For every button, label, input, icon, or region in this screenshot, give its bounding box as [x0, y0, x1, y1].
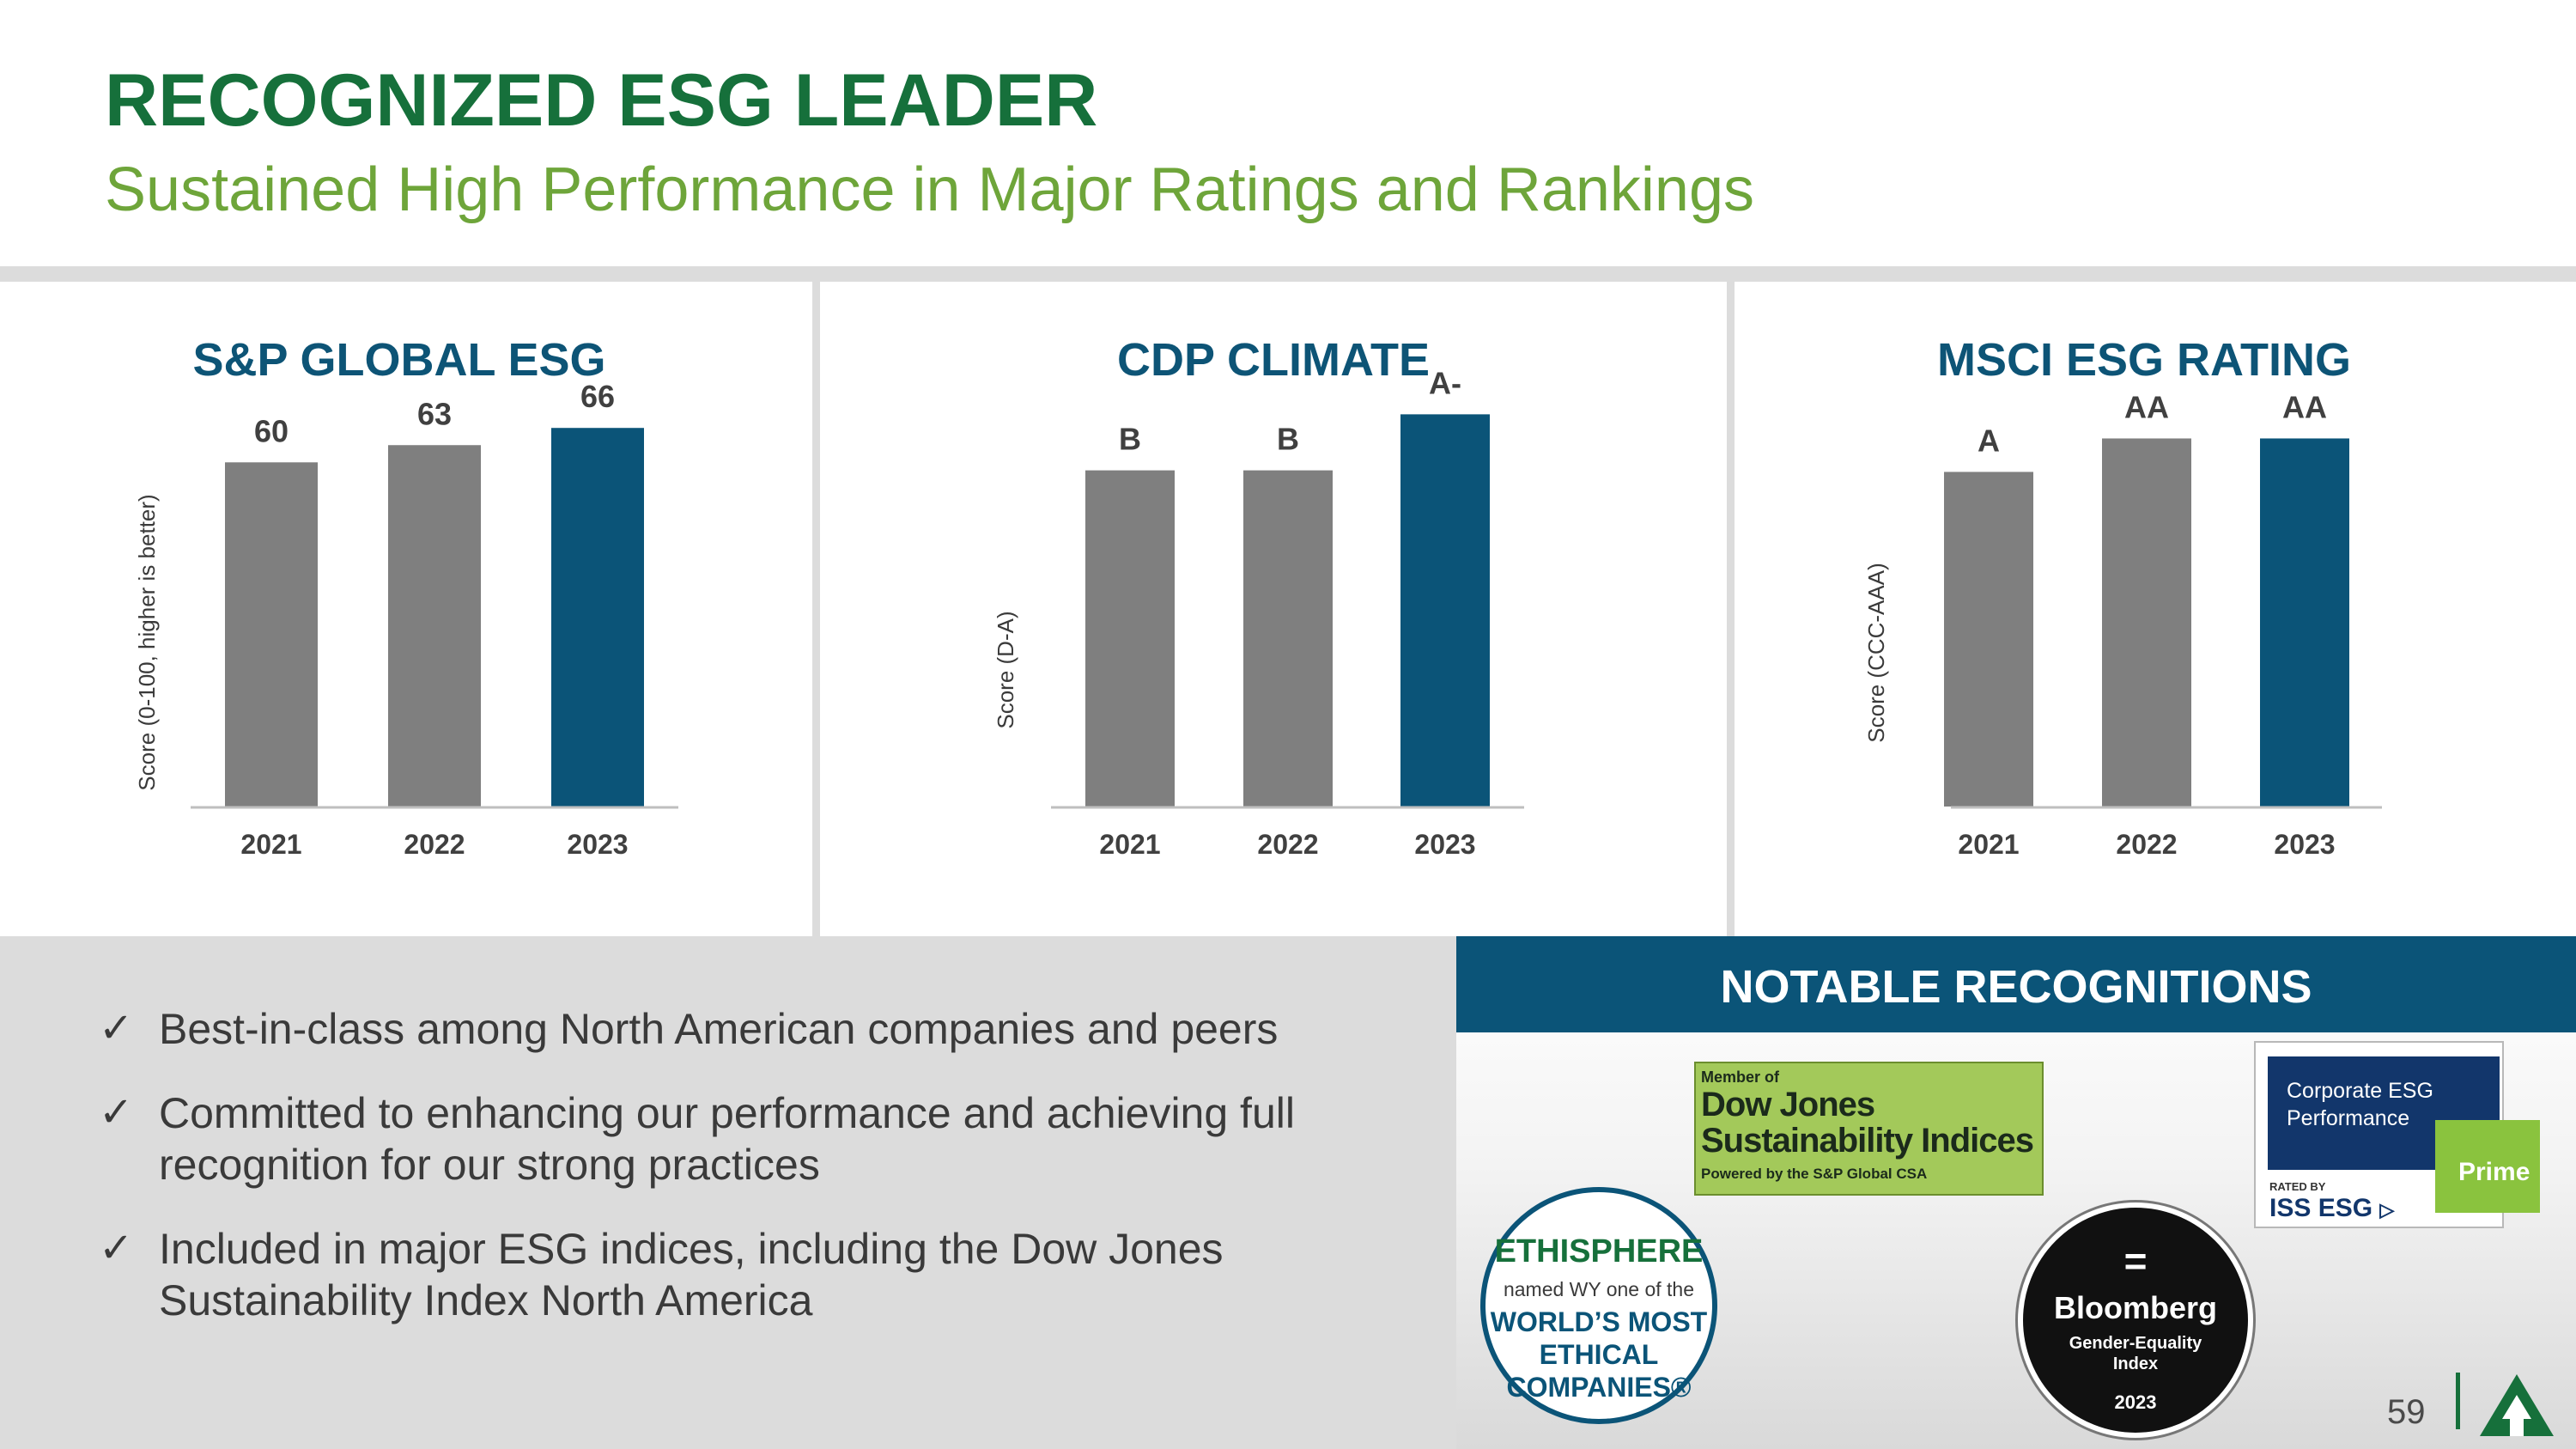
check-icon: ✓ [99, 1226, 134, 1271]
ethisphere-award-line2: ETHICAL [1539, 1339, 1659, 1370]
highlights-panel: ✓ Best-in-class among North American com… [0, 936, 1456, 1449]
list-item: ✓ Committed to enhancing our performance… [99, 1087, 1370, 1190]
panel-divider [812, 282, 820, 936]
bar-2021 [1085, 470, 1175, 807]
iss-esg-logo: ISS ESG ▷ [2269, 1194, 2394, 1223]
iss-brand-iss: ISS [2269, 1194, 2312, 1222]
header-divider [0, 266, 2576, 282]
y-axis-label: Score (0-100, higher is better) [134, 494, 160, 790]
bar-2023 [1400, 414, 1490, 807]
data-label: 63 [417, 396, 452, 431]
data-label: AA [2282, 389, 2327, 424]
list-item: ✓ Included in major ESG indices, includi… [99, 1223, 1370, 1326]
list-item-text: Included in major ESG indices, including… [159, 1225, 1224, 1324]
check-icon: ✓ [99, 1090, 134, 1135]
y-axis-label: Score (CCC-AAA) [1863, 563, 1889, 742]
dow-jones-badge: Member of Dow Jones Sustainability Indic… [1694, 1062, 2044, 1196]
cdp-climate-panel: CDP CLIMATE Score (D-A) B 2021 B 2022 A- 2023 [820, 282, 1727, 936]
x-tick-label: 2021 [1099, 829, 1160, 860]
recognitions-panel: NOTABLE RECOGNITIONS Member of Dow Jones… [1456, 936, 2576, 1449]
list-item-text: Best-in-class among North American compa… [159, 1005, 1279, 1053]
chart-title: MSCI ESG RATING [1936, 334, 2352, 386]
chart-title: CDP CLIMATE [1117, 334, 1430, 386]
list-item-text: Committed to enhancing our performance a… [159, 1089, 1295, 1189]
x-tick-label: 2022 [1257, 829, 1318, 860]
sp-global-esg-chart: Score (0-100, higher is better) 60 2021 63… [134, 379, 678, 860]
dj-name-line2: Sustainability Indices [1701, 1122, 2034, 1160]
msci-esg-chart: Score (CCC-AAA) A 2021 AA 2022 AA 2023 [1863, 389, 2382, 860]
x-tick-label: 2021 [1958, 829, 2019, 860]
x-tick-label: 2021 [240, 829, 301, 860]
dj-name-line1: Dow Jones [1701, 1086, 1875, 1123]
cdp-climate-chart: Score (D-A) B 2021 B 2022 A- 2023 [993, 365, 1524, 860]
iss-label-line2: Performance [2287, 1106, 2410, 1130]
bloomberg-gei-badge: = Bloomberg Gender-Equality Index 2023 [2018, 1202, 2253, 1438]
recognitions-header: NOTABLE RECOGNITIONS [1456, 936, 2576, 1032]
page-subtitle: Sustained High Performance in Major Rati… [105, 155, 1755, 224]
company-logo-icon [2480, 1374, 2554, 1436]
iss-prime-block [2435, 1120, 2540, 1213]
iss-rated-by: RATED BY [2269, 1180, 2326, 1193]
data-label: B [1277, 422, 1299, 457]
highlights-list: ✓ Best-in-class among North American com… [99, 1003, 1370, 1359]
x-tick-label: 2023 [2274, 829, 2335, 860]
bloomberg-index-line1: Gender-Equality [2069, 1334, 2202, 1353]
bar-2021 [225, 462, 318, 807]
ethisphere-badge: ETHISPHERE named WY one of the WORLD’S M… [1480, 1187, 1717, 1424]
play-arrow-icon: ▷ [2379, 1199, 2395, 1221]
page-title: RECOGNIZED ESG LEADER [105, 59, 1098, 142]
bar-2022 [2102, 438, 2191, 807]
iss-esg-prime-badge: Corporate ESG Performance Prime RATED BY… [2254, 1041, 2540, 1228]
y-axis-label: Score (D-A) [993, 611, 1018, 728]
bloomberg-name: Bloomberg [2053, 1290, 2217, 1325]
bar-2023 [551, 428, 644, 807]
bar-2022 [388, 445, 481, 807]
list-item: ✓ Best-in-class among North American com… [99, 1003, 1370, 1055]
iss-brand-esg: ESG [2318, 1194, 2373, 1222]
ethisphere-award-line3: COMPANIES® [1506, 1372, 1692, 1403]
bloomberg-index: Gender-Equality Index [2023, 1333, 2248, 1374]
page-number: 59 [2387, 1393, 2426, 1431]
footer-divider [2456, 1373, 2460, 1429]
bar-2023 [2260, 438, 2349, 807]
x-tick-label: 2023 [1414, 829, 1475, 860]
data-label: A [1978, 423, 2000, 458]
x-tick-label: 2022 [2116, 829, 2177, 860]
data-label: A- [1429, 365, 1461, 400]
dj-powered-text: Powered by the S&P Global CSA [1701, 1166, 1928, 1182]
recognitions-title: NOTABLE RECOGNITIONS [1720, 961, 2312, 1013]
panel-divider [1727, 282, 1735, 936]
dj-member-text: Member of [1701, 1068, 1780, 1086]
bar-2021 [1944, 472, 2033, 807]
data-label: AA [2124, 389, 2169, 424]
equals-icon: = [2123, 1239, 2148, 1283]
bar-2022 [1243, 470, 1333, 807]
bloomberg-index-line2: Index [2112, 1355, 2159, 1373]
ethisphere-name: ETHISPHERE [1494, 1233, 1704, 1269]
ethisphere-award: WORLD’S MOST ETHICAL COMPANIES® [1485, 1306, 1712, 1403]
iss-label-line1: Corporate ESG [2287, 1079, 2433, 1103]
chart-title: S&P GLOBAL ESG [192, 334, 606, 386]
data-label: B [1119, 422, 1141, 457]
bloomberg-year: 2023 [2114, 1391, 2157, 1413]
check-icon: ✓ [99, 1006, 134, 1051]
x-tick-label: 2023 [567, 829, 628, 860]
ethisphere-named: named WY one of the [1503, 1278, 1695, 1300]
sp-global-esg-panel: S&P GLOBAL ESG Score (0-100, higher is b… [0, 282, 812, 936]
ethisphere-award-line1: WORLD’S MOST [1490, 1306, 1708, 1337]
data-label: 66 [580, 379, 615, 414]
x-tick-label: 2022 [404, 829, 465, 860]
iss-label: Corporate ESG Performance [2287, 1077, 2433, 1132]
data-label: 60 [254, 413, 289, 448]
msci-esg-panel: MSCI ESG RATING Score (CCC-AAA) A 2021 AA 2… [1735, 282, 2576, 936]
iss-prime-label: Prime [2458, 1158, 2530, 1186]
